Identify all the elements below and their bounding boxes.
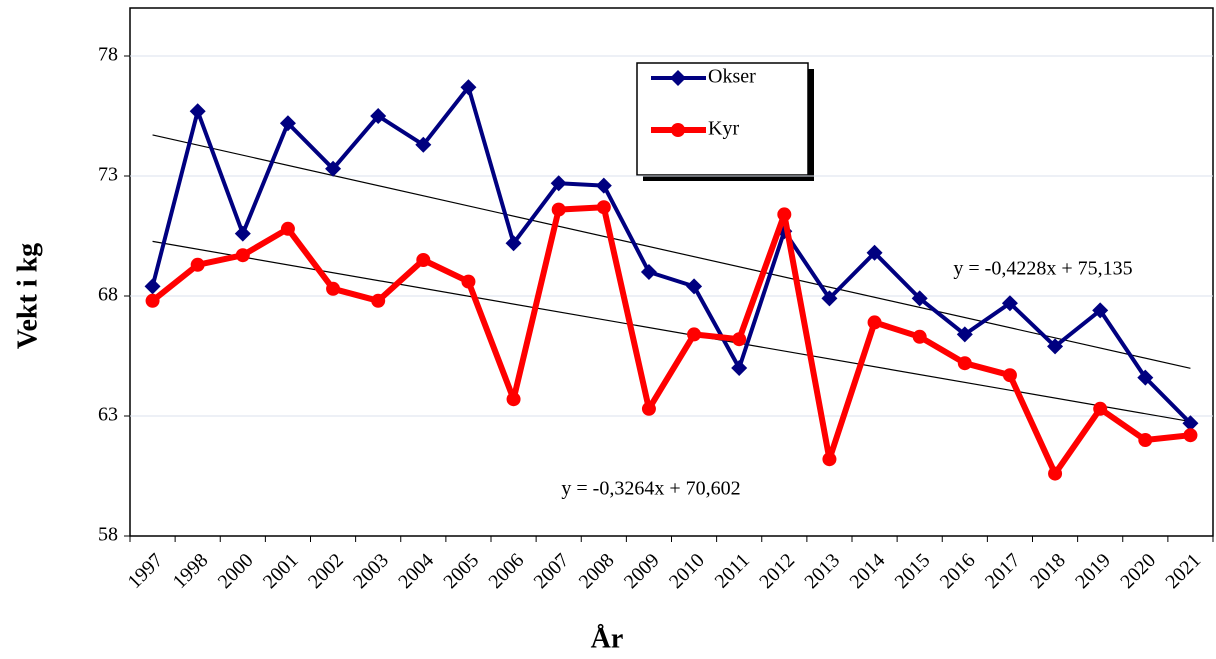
- data-point: [867, 315, 882, 330]
- x-tick-label: 2009: [620, 549, 664, 593]
- y-tick-label: 58: [98, 524, 118, 546]
- data-point: [145, 293, 160, 308]
- data-point: [190, 257, 205, 272]
- x-tick-label: 2013: [800, 549, 844, 593]
- legend: [636, 62, 814, 181]
- data-point: [640, 264, 657, 280]
- data-point: [686, 278, 703, 295]
- legend-label: Kyr: [708, 118, 739, 140]
- data-point: [911, 290, 928, 307]
- x-tick-label: 2005: [439, 549, 483, 593]
- trendline: [152, 134, 1191, 369]
- data-point: [731, 360, 748, 376]
- data-point: [1047, 338, 1064, 355]
- data-point: [551, 202, 566, 217]
- data-point: [371, 293, 386, 308]
- series-line: [150, 204, 1191, 477]
- data-point: [1001, 295, 1018, 312]
- data-point: [505, 235, 522, 252]
- data-point: [866, 244, 883, 261]
- legend-box: [636, 62, 809, 176]
- x-tick-label: 2003: [349, 549, 393, 593]
- x-tick-label: 2008: [575, 549, 619, 593]
- x-tick-label: 2010: [665, 549, 709, 593]
- data-point: [1092, 302, 1109, 319]
- data-point: [144, 278, 161, 295]
- data-point: [550, 175, 567, 192]
- data-point: [460, 79, 477, 96]
- data-point: [415, 136, 432, 153]
- x-tick-label: 2001: [259, 549, 303, 593]
- data-point: [234, 225, 251, 242]
- data-point: [461, 274, 476, 289]
- x-tick-label: 2017: [981, 549, 1025, 593]
- series-line: [150, 85, 1192, 425]
- x-tick-label: 2000: [214, 549, 258, 593]
- x-tick-label: 2002: [304, 549, 348, 593]
- data-point: [1138, 433, 1153, 447]
- legend-label: Okser: [708, 66, 756, 88]
- data-point: [821, 290, 838, 307]
- trendline-equation: y = -0,4228x + 75,135: [953, 258, 1132, 280]
- data-point: [1093, 401, 1108, 416]
- data-point: [189, 103, 206, 120]
- data-point: [1002, 368, 1017, 383]
- data-point: [326, 281, 341, 296]
- data-point: [416, 253, 431, 267]
- data-point: [325, 160, 342, 177]
- y-tick-label: 68: [98, 284, 118, 306]
- x-tick-label: 1997: [124, 549, 168, 593]
- y-tick-label: 78: [98, 44, 118, 66]
- x-tick-label: 1998: [169, 549, 213, 593]
- data-point: [370, 108, 387, 124]
- data-point: [506, 392, 521, 407]
- x-tick-label: 2006: [485, 549, 529, 593]
- y-tick-label: 73: [98, 164, 118, 186]
- x-tick-label: 2020: [1116, 549, 1160, 593]
- data-point: [279, 115, 296, 132]
- legend-marker: [671, 123, 685, 137]
- x-tick-label: 2018: [1026, 549, 1070, 593]
- data-point: [957, 356, 972, 371]
- x-tick-label: 2012: [755, 549, 799, 593]
- data-point: [687, 327, 702, 342]
- trendline-equation: y = -0,3264x + 70,602: [561, 478, 740, 500]
- x-tick-label: 2016: [936, 549, 980, 593]
- data-point: [1137, 369, 1154, 386]
- y-tick-label: 63: [98, 404, 118, 426]
- x-tick-label: 2004: [394, 549, 438, 593]
- x-tick-label: 2019: [1071, 549, 1115, 593]
- x-tick-label: 2011: [711, 549, 754, 592]
- data-point: [777, 207, 792, 222]
- data-point: [1182, 415, 1199, 432]
- data-point: [235, 248, 250, 263]
- x-tick-label: 2014: [846, 549, 890, 593]
- data-point: [280, 221, 295, 236]
- data-point: [956, 326, 973, 343]
- data-point: [641, 401, 656, 416]
- data-point: [596, 200, 611, 215]
- data-point: [1183, 428, 1198, 443]
- x-axis-title: År: [591, 623, 624, 654]
- data-point: [1048, 466, 1063, 481]
- y-axis-title: Vekt i kg: [12, 243, 43, 349]
- data-point: [595, 177, 612, 194]
- x-tick-label: 2021: [1161, 549, 1205, 593]
- data-point: [732, 332, 747, 347]
- x-tick-label: 2015: [891, 549, 935, 593]
- data-point: [912, 329, 927, 344]
- data-point: [822, 452, 837, 467]
- legend-marker: [670, 70, 686, 86]
- x-tick-label: 2007: [530, 549, 574, 593]
